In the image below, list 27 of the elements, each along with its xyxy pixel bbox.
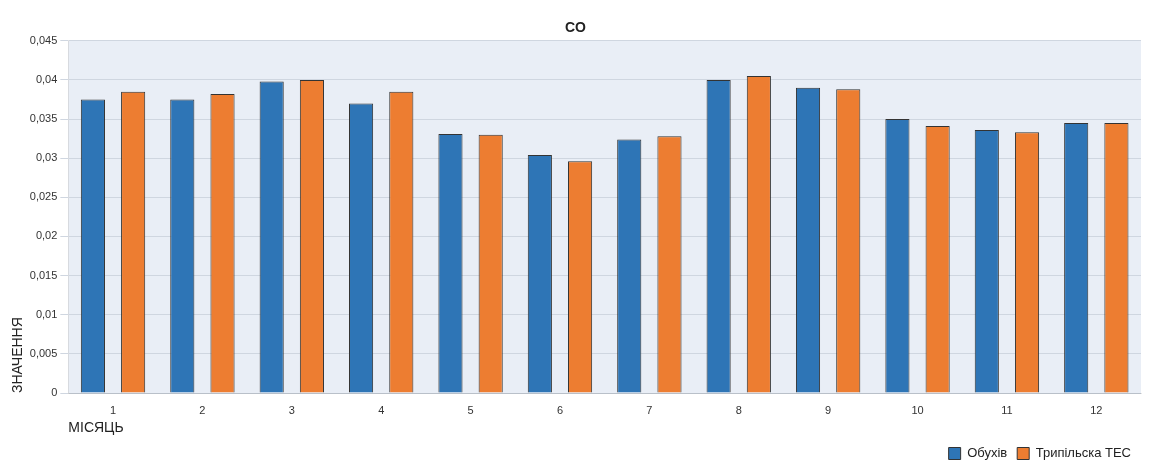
y-tick-label: 0,02 [35,229,58,242]
y-tick-label: 0,01 [35,307,58,320]
x-tick-label: 4 [378,403,385,416]
x-tick-label: 2 [199,403,206,416]
x-tick-label: 9 [825,403,832,416]
legend-label: Обухів [967,445,1008,461]
x-tick-label: 3 [288,403,295,416]
x-tick-label: 6 [556,403,564,416]
y-tick-label: 0,045 [29,33,58,46]
chart-title: CO [565,19,587,36]
y-tick-label: 0,015 [29,268,58,281]
x-tick-label: 12 [1090,403,1103,416]
y-tick-label: 0 [51,386,58,399]
x-tick-label: 8 [735,403,742,416]
y-tick-label: 0,04 [35,72,58,85]
y-tick-label: 0,035 [29,112,58,125]
legend-label: Трипільска ТЕС [1035,445,1132,461]
x-tick-label: 11 [1001,403,1013,416]
x-tick-label: 5 [467,403,474,416]
y-axis-title: ЗНАЧЕННЯ [9,317,26,393]
y-tick-label: 0,025 [29,190,58,203]
x-tick-label: 10 [911,403,924,416]
x-tick-label: 1 [109,403,117,416]
y-tick-label: 0,005 [29,346,58,359]
y-tick-label: 0,03 [35,151,58,164]
x-tick-label: 7 [646,403,653,416]
x-axis-title: МІСЯЦЬ [68,419,124,436]
